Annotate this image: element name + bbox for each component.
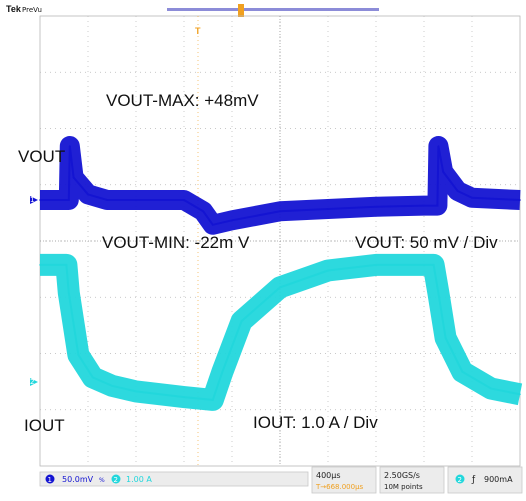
vout-trace-point <box>135 199 137 201</box>
trigger-readout[interactable]: 2 ƒ 900mA <box>447 466 523 494</box>
iout-trace-point <box>327 269 329 272</box>
iout-trace-point <box>39 264 41 266</box>
svg-text:2: 2 <box>114 476 118 484</box>
vout-scale-annotation: VOUT: 50 mV / Div <box>355 233 498 252</box>
svg-text:10M points: 10M points <box>384 483 423 491</box>
vout-trace-point <box>437 145 440 147</box>
acquisition-readout[interactable]: 2.50GS/s 10M points <box>379 466 445 494</box>
ch1-ground-marker: 1 <box>30 196 38 204</box>
ch1-scale-readout[interactable]: 1 50.0mV % <box>45 474 106 485</box>
vout-max-annotation: VOUT-MAX: +48mV <box>106 91 259 110</box>
record-overview-bar <box>167 8 379 11</box>
iout-trace-point <box>279 286 281 289</box>
svg-text:1: 1 <box>48 476 52 484</box>
ch2-scale-readout[interactable]: 2 1.00 A <box>111 474 153 485</box>
iout-trace-point <box>375 264 377 266</box>
timebase-readout[interactable]: 400µs T→668.000µs <box>311 466 377 494</box>
vout-trace-point <box>87 193 89 196</box>
ch2-ground-marker: 2 <box>30 378 38 386</box>
iout-label: IOUT <box>24 416 65 435</box>
iout-trace-point <box>490 387 493 390</box>
iout-trace-point <box>437 292 440 294</box>
iout-trace-point <box>65 264 68 266</box>
vout-trace-point <box>279 210 281 213</box>
vout-trace-point <box>106 199 108 201</box>
mode-label: PreVu <box>22 6 42 14</box>
svg-text:T→668.000µs: T→668.000µs <box>315 483 364 491</box>
vout-trace-point <box>519 199 521 201</box>
svg-text:2: 2 <box>30 378 34 386</box>
brand-label: Tek <box>6 4 22 14</box>
vout-trace-point <box>39 199 41 201</box>
vout-min-annotation: VOUT-MIN: -22m V <box>102 233 250 252</box>
svg-text:%: % <box>99 477 105 484</box>
graticule <box>39 15 521 467</box>
svg-text:50.0mV: 50.0mV <box>62 475 94 484</box>
svg-text:1.00 A: 1.00 A <box>126 475 152 484</box>
vout-trace-point <box>69 145 71 147</box>
vout-trace-point <box>183 199 185 201</box>
waveform-traces <box>39 136 523 411</box>
vout-trace-point <box>375 206 377 208</box>
svg-text:2: 2 <box>458 476 462 484</box>
iout-trace-point <box>432 264 435 266</box>
iout-trace-point <box>461 371 464 373</box>
vout-trace-point <box>442 171 445 173</box>
vout-trace-point <box>327 208 329 210</box>
iout-trace-point <box>519 393 521 396</box>
iout-trace-point <box>423 264 425 266</box>
iout-scale-annotation: IOUT: 1.0 A / Div <box>253 413 378 432</box>
status-bar: 1 50.0mV % 2 1.00 A 400µs T→668.000µs 2.… <box>39 466 523 494</box>
vout-trace-point <box>202 210 204 213</box>
vout-trace-point <box>72 176 75 179</box>
iout-trace-point <box>221 371 224 373</box>
vout-trace-point <box>471 197 473 199</box>
svg-text:1: 1 <box>30 196 34 204</box>
record-view-marker <box>238 4 244 17</box>
iout-trace-point <box>212 399 214 401</box>
svg-text:2.50GS/s: 2.50GS/s <box>384 471 420 480</box>
iout-trace-point <box>92 376 94 379</box>
vout-trace-point <box>436 204 439 207</box>
vout-trace-point <box>231 219 233 222</box>
trigger-top-marker: T <box>195 26 201 36</box>
vout-trace-point <box>212 224 214 226</box>
iout-trace-point <box>68 292 70 294</box>
vout-trace-point <box>423 204 425 207</box>
vout-label: VOUT <box>18 147 65 166</box>
vout-trace-point <box>68 199 70 201</box>
iout-trace-point <box>240 320 243 322</box>
vout-trace-point <box>456 190 459 192</box>
iout-trace-point <box>183 396 185 398</box>
svg-text:ƒ: ƒ <box>471 475 476 485</box>
iout-trace-point <box>77 354 80 356</box>
iout-trace-point <box>111 385 113 387</box>
svg-text:900mA: 900mA <box>484 475 513 484</box>
iout-trace-point <box>135 390 137 393</box>
svg-text:400µs: 400µs <box>316 471 341 480</box>
iout-trace-point <box>444 337 447 339</box>
